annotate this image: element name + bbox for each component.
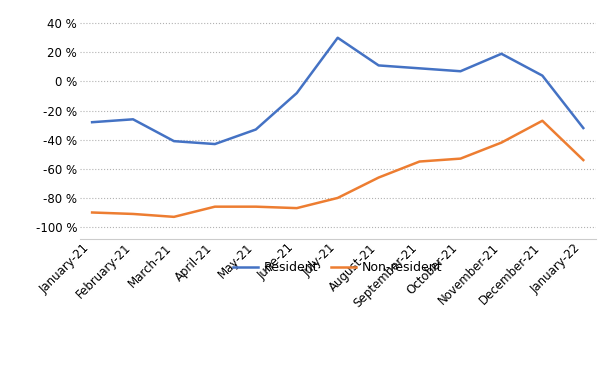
Resident (211, 142, 219, 146)
Non-resident (170, 214, 177, 219)
Resident (416, 66, 423, 71)
Line: Non-resident: Non-resident (92, 121, 583, 217)
Non-resident (580, 158, 587, 162)
Resident (130, 117, 137, 122)
Legend: Resident, Non-resident: Resident, Non-resident (228, 256, 448, 279)
Non-resident (498, 140, 505, 145)
Non-resident (375, 175, 383, 180)
Resident (538, 73, 546, 78)
Non-resident (252, 204, 260, 209)
Non-resident (538, 119, 546, 123)
Resident (580, 126, 587, 131)
Resident (375, 63, 383, 68)
Resident (498, 52, 505, 56)
Resident (252, 127, 260, 132)
Resident (88, 120, 96, 124)
Non-resident (416, 159, 423, 164)
Non-resident (88, 210, 96, 215)
Non-resident (130, 212, 137, 216)
Resident (293, 91, 300, 95)
Non-resident (211, 204, 219, 209)
Non-resident (293, 206, 300, 211)
Non-resident (457, 156, 464, 161)
Non-resident (334, 196, 341, 200)
Resident (334, 35, 341, 40)
Resident (170, 139, 177, 144)
Line: Resident: Resident (92, 38, 583, 144)
Resident (457, 69, 464, 74)
